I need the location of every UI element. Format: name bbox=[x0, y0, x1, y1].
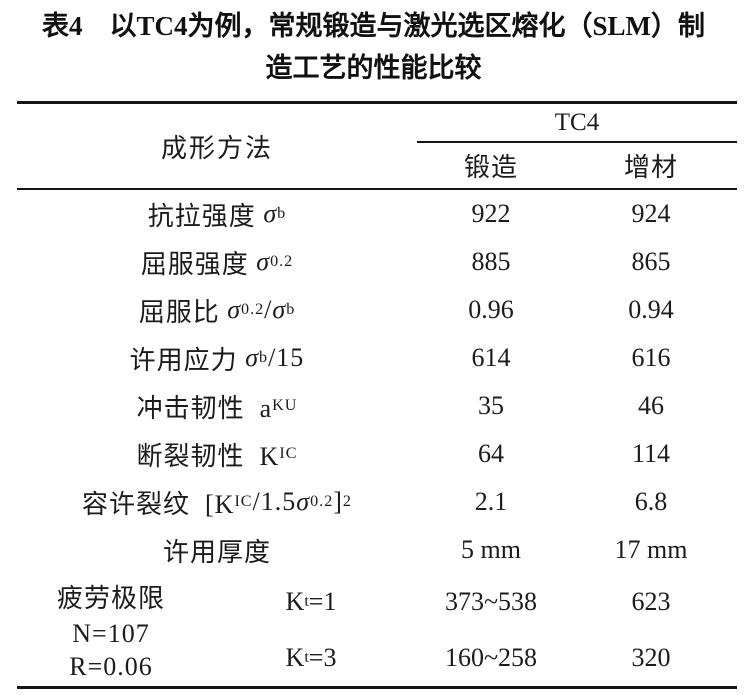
additive-value: 17 mm bbox=[614, 535, 688, 564]
label-segment: ] bbox=[333, 487, 343, 516]
label-segment: K bbox=[285, 643, 305, 672]
property-label: 断裂韧性 K IC bbox=[17, 430, 417, 478]
additive-value: 320 bbox=[631, 643, 671, 672]
header-group-label: TC4 bbox=[417, 104, 737, 143]
caption-line-1: 表4 以TC4为例，常规锻造与激光选区熔化（SLM）制 bbox=[41, 11, 705, 41]
property-label: 屈服强度 σ 0.2 bbox=[17, 238, 417, 286]
fatigue-label-line: N=107 bbox=[72, 618, 150, 648]
label-segment: =3 bbox=[308, 643, 337, 672]
additive-value: 114 bbox=[631, 439, 671, 468]
label-segment: K bbox=[285, 587, 305, 616]
label-segment: σ bbox=[245, 343, 260, 372]
forged-value: 35 bbox=[478, 391, 504, 420]
header-col-forged: 锻造 bbox=[463, 153, 518, 182]
fatigue-label-block: 疲劳极限 N=107 R=0.06 bbox=[17, 574, 205, 686]
forged-value: 160~258 bbox=[444, 643, 538, 672]
label-segment: /15 bbox=[268, 343, 305, 372]
label-segment: σ bbox=[256, 247, 271, 276]
label-segment: 许用厚度 bbox=[162, 537, 271, 567]
header-subcolumns: 锻造 增材 bbox=[417, 143, 737, 188]
header-method-cell: 成形方法 bbox=[160, 133, 273, 163]
header-col-additive: 增材 bbox=[623, 153, 678, 182]
additive-value: 623 bbox=[631, 587, 671, 616]
forged-value: 64 bbox=[478, 439, 504, 468]
header-group-cell: TC4 锻造 增材 bbox=[417, 104, 737, 188]
property-label: 许用厚度 bbox=[17, 526, 417, 574]
forged-value: 0.96 bbox=[468, 295, 514, 324]
property-row: 屈服强度 σ 0.2 885 865 bbox=[17, 238, 737, 286]
additive-value: 616 bbox=[631, 343, 671, 372]
label-segment: 屈服强度 bbox=[140, 249, 257, 279]
label-segment: =1 bbox=[308, 587, 337, 616]
table-bottom-rule bbox=[17, 686, 737, 689]
additive-value: 0.94 bbox=[628, 295, 674, 324]
property-row: 许用应力 σ b/15 614 616 bbox=[17, 334, 737, 382]
property-label: 许用应力 σ b/15 bbox=[17, 334, 417, 382]
label-segment: 屈服比 bbox=[138, 297, 228, 327]
property-row: 断裂韧性 K IC 64 114 bbox=[17, 430, 737, 478]
label-segment: 容许裂纹 [K bbox=[82, 489, 235, 519]
label-segment: / bbox=[264, 295, 273, 324]
property-label: 屈服比 σ 0.2/σ b bbox=[17, 286, 417, 334]
property-row: 冲击韧性 a KU 35 46 bbox=[17, 382, 737, 430]
label-segment: σ bbox=[263, 199, 278, 228]
forged-value: 2.1 bbox=[474, 487, 508, 516]
additive-value: 865 bbox=[631, 247, 671, 276]
properties-table: 成形方法 TC4 锻造 增材 抗拉强度 σ b 922 924 屈服强度 σ 0.2 885… bbox=[17, 101, 737, 689]
label-segment: 抗拉强度 bbox=[147, 201, 264, 231]
table-caption: 表4 以TC4为例，常规锻造与激光选区熔化（SLM）制 造工艺的性能比较 bbox=[0, 0, 747, 89]
label-segment: σ bbox=[227, 295, 242, 324]
property-row: 容许裂纹 [K IC/1.5 σ 0.2] 2 2.1 6.8 bbox=[17, 478, 737, 526]
additive-value: 6.8 bbox=[634, 487, 668, 516]
additive-value: 46 bbox=[638, 391, 664, 420]
property-label: 容许裂纹 [K IC/1.5 σ 0.2] 2 bbox=[17, 478, 417, 526]
forged-value: 885 bbox=[471, 247, 511, 276]
caption-line-2: 造工艺的性能比较 bbox=[265, 53, 482, 83]
fatigue-label-line: R=0.06 bbox=[69, 652, 153, 682]
additive-value: 924 bbox=[631, 199, 671, 228]
label-segment: 冲击韧性 a bbox=[136, 393, 273, 423]
label-segment: σ bbox=[296, 487, 311, 516]
table-top-rule bbox=[17, 101, 737, 104]
label-segment: 断裂韧性 K bbox=[136, 441, 280, 471]
forged-value: 614 bbox=[471, 343, 511, 372]
property-row: 屈服比 σ 0.2/σ b 0.96 0.94 bbox=[17, 286, 737, 334]
forged-value: 5 mm bbox=[461, 535, 521, 564]
table-header: 成形方法 TC4 锻造 增材 bbox=[17, 104, 737, 190]
property-row: 抗拉强度 σ b 922 924 bbox=[17, 190, 737, 238]
fatigue-label-line: 疲劳极限 bbox=[56, 583, 165, 613]
property-row: 许用厚度 5 mm 17 mm bbox=[17, 526, 737, 574]
label-segment: 许用应力 bbox=[129, 345, 246, 375]
table-body: 抗拉强度 σ b 922 924 屈服强度 σ 0.2 885 865 屈服比 σ 0.2/σ b 0… bbox=[17, 190, 737, 574]
property-label: 冲击韧性 a KU bbox=[17, 382, 417, 430]
forged-value: 922 bbox=[471, 199, 511, 228]
forged-value: 373~538 bbox=[444, 587, 538, 616]
label-segment: /1.5 bbox=[252, 487, 297, 516]
label-segment: σ bbox=[272, 295, 287, 324]
